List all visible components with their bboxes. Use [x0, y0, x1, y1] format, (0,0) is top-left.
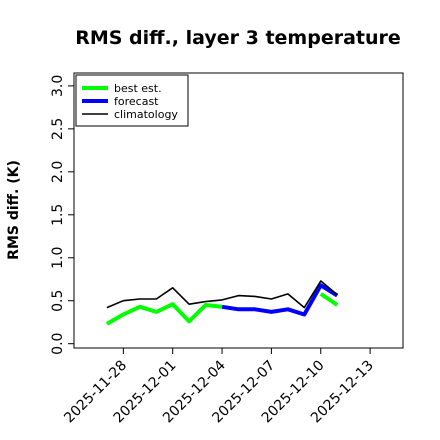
series-line-best-est-extra-0 [319, 292, 339, 307]
plot-area: 0.00.51.01.52.02.53.02025-11-282025-12-0… [50, 72, 404, 426]
plot-frame [73, 72, 404, 349]
y-tick-label-2: 1.0 [50, 247, 66, 269]
y-axis-label: RMS diff. (K) [6, 160, 22, 260]
y-tick-label-6: 3.0 [50, 75, 66, 97]
legend-label-2: climatology [114, 108, 178, 121]
y-tick-label-0: 0.0 [50, 333, 66, 355]
legend-label-0: best est. [114, 82, 162, 95]
y-tick-label-5: 2.5 [50, 118, 66, 140]
series-line-forecast [221, 283, 339, 317]
series-line-best-est [105, 302, 223, 326]
y-tick-label-3: 1.5 [50, 204, 66, 226]
series-line-climatology [106, 280, 338, 309]
legend-label-1: forecast [114, 95, 159, 108]
y-tick-label-1: 0.5 [50, 290, 66, 312]
chart-title: RMS diff., layer 3 temperature [75, 27, 401, 49]
y-tick-label-4: 2.0 [50, 161, 66, 183]
